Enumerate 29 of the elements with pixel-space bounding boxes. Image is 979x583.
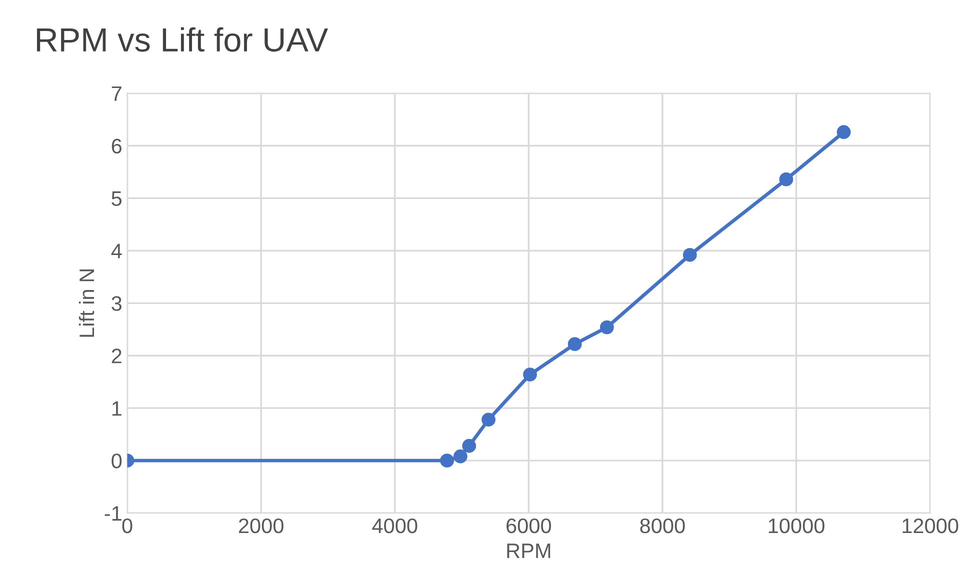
x-tick-label: 2000 <box>238 518 284 534</box>
point <box>836 125 851 140</box>
point <box>568 337 582 352</box>
x-axis-title: RPM <box>507 544 550 558</box>
point <box>482 412 496 427</box>
chart-title: RPM vs Lift for UAV <box>37 27 328 52</box>
y-tick-label: 5 <box>112 191 122 206</box>
point <box>523 368 537 382</box>
y-tick-label: 2 <box>112 348 122 364</box>
y-tick-label: 3 <box>112 296 122 311</box>
point <box>453 449 468 464</box>
x-tick-label: 0 <box>122 518 132 534</box>
point <box>779 172 794 186</box>
y-tick-label: 7 <box>112 86 122 101</box>
point <box>462 438 476 453</box>
y-axis-title: Lift in N <box>78 270 94 337</box>
x-tick-label: 8000 <box>640 518 685 534</box>
x-tick-label: 6000 <box>506 518 552 534</box>
x-tick-label: 10000 <box>768 518 824 534</box>
point <box>440 454 454 468</box>
point <box>600 320 614 334</box>
y-tick-label: 6 <box>112 138 122 154</box>
y-tick-label: 4 <box>111 244 122 258</box>
y-tick-label: -1 <box>104 506 122 521</box>
x-tick-label: 12000 <box>902 518 958 534</box>
y-tick-label: 1 <box>112 401 122 416</box>
point <box>682 248 697 262</box>
x-tick-label: 4000 <box>372 518 418 534</box>
y-tick-label: 0 <box>112 454 122 468</box>
